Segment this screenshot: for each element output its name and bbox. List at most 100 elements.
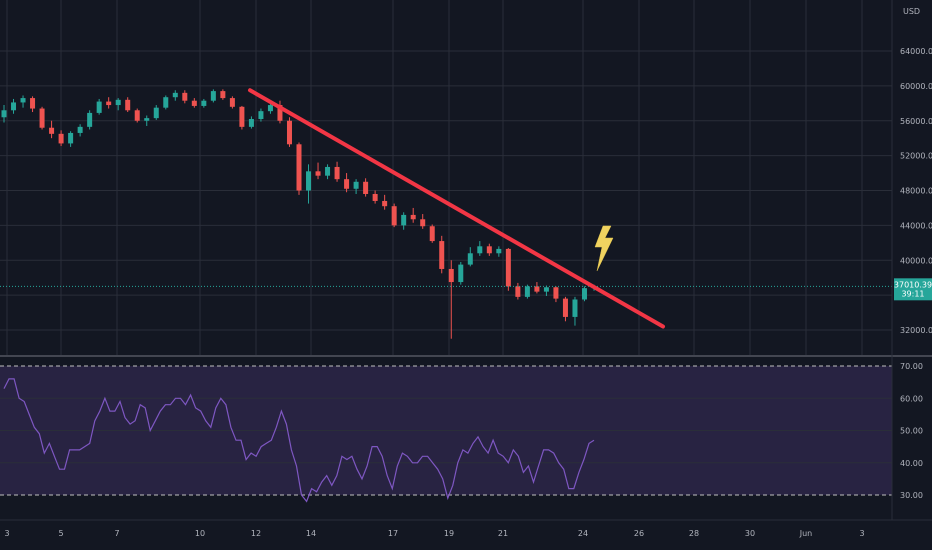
- time-tick-label: 5: [58, 529, 63, 538]
- time-tick-label: 7: [114, 529, 119, 538]
- time-tick-label: 10: [195, 529, 205, 538]
- candle-body: [68, 132, 74, 144]
- candle-body: [201, 100, 207, 106]
- candle-body: [334, 166, 340, 180]
- rsi-tick-label: 70.00: [900, 362, 923, 371]
- rsi-tick-label: 30.00: [900, 491, 923, 500]
- candle-body: [182, 92, 188, 101]
- candle-body: [543, 287, 549, 292]
- candle-body: [524, 286, 530, 297]
- time-tick-label: 26: [634, 529, 644, 538]
- candle-body: [505, 248, 511, 287]
- candle-body: [229, 98, 235, 107]
- candle-body: [115, 99, 121, 106]
- time-tick-label: 21: [498, 529, 508, 538]
- candle-body: [353, 181, 359, 189]
- time-tick-label: 3: [859, 529, 864, 538]
- candle-body: [467, 253, 473, 265]
- price-tick-label: 60000.00: [900, 82, 932, 91]
- candle-body: [39, 108, 45, 128]
- candle-body: [477, 246, 483, 254]
- candle-body: [87, 112, 93, 127]
- candle-body: [410, 214, 416, 220]
- candle-body: [553, 287, 559, 299]
- candle-body: [486, 246, 492, 254]
- candle-body: [458, 264, 464, 283]
- candle-body: [277, 105, 283, 121]
- candle-body: [20, 98, 26, 103]
- candle-body: [581, 288, 587, 300]
- candle-body: [496, 248, 502, 254]
- candle-body: [258, 111, 264, 120]
- candle-body: [372, 193, 378, 201]
- candle-body: [286, 120, 292, 145]
- candle-body: [239, 106, 245, 127]
- current-price-value: 37010.39: [894, 280, 932, 289]
- candle-body: [315, 171, 321, 176]
- candle-body: [401, 214, 407, 226]
- time-tick-label: 3: [4, 529, 9, 538]
- rsi-tick-label: 40.00: [900, 459, 923, 468]
- candle-body: [58, 133, 64, 144]
- candlestick-series: [1, 89, 597, 339]
- candle-body: [96, 101, 102, 113]
- candle-body: [153, 107, 159, 119]
- candle-body: [248, 119, 254, 127]
- candle-body: [382, 200, 388, 207]
- candle-body: [572, 299, 578, 317]
- candle-body: [534, 286, 540, 292]
- candle-body: [325, 166, 331, 176]
- price-pane[interactable]: [0, 0, 892, 352]
- price-tick-label: 32000.00: [900, 326, 932, 335]
- candle-body: [296, 144, 302, 191]
- candle-body: [210, 91, 216, 101]
- candle-body: [267, 105, 273, 112]
- candle-body: [220, 91, 226, 99]
- candle-body: [106, 101, 112, 106]
- price-tick-label: 44000.00: [900, 221, 932, 230]
- time-tick-label: 12: [251, 529, 261, 538]
- countdown-timer: 39:11: [901, 289, 924, 298]
- current-price-tag: 37010.39 39:11: [894, 278, 932, 301]
- time-tick-label: 28: [689, 529, 699, 538]
- candle-body: [344, 179, 350, 189]
- time-tick-label: 14: [306, 529, 316, 538]
- price-scale[interactable]: 32000.0036000.0040000.0044000.0048000.00…: [900, 47, 932, 500]
- rsi-line: [3, 378, 595, 503]
- candle-body: [172, 92, 178, 98]
- time-tick-label: Jun: [799, 529, 813, 538]
- rsi-tick-label: 50.00: [900, 427, 923, 436]
- rsi-tick-label: 60.00: [900, 394, 923, 403]
- rsi-grid: [0, 397, 892, 464]
- candle-body: [134, 110, 140, 121]
- candle-body: [144, 118, 150, 121]
- candle-body: [306, 171, 312, 191]
- candle-body: [448, 268, 454, 283]
- price-tick-label: 48000.00: [900, 187, 932, 196]
- candle-body: [515, 286, 521, 297]
- time-axis[interactable]: 3 5 7 10 12 14 17 19 21 24 26 28 30 Jun 3: [4, 529, 864, 538]
- candle-body: [77, 126, 83, 133]
- time-tick-label: 17: [388, 529, 398, 538]
- price-tick-label: 64000.00: [900, 47, 932, 56]
- time-tick-label: 30: [745, 529, 755, 538]
- candle-body: [429, 226, 435, 242]
- time-tick-label: 19: [444, 529, 454, 538]
- price-tick-label: 40000.00: [900, 256, 932, 265]
- candle-body: [191, 100, 197, 106]
- time-tick-label: 24: [578, 529, 588, 538]
- currency-label: USD: [903, 7, 920, 16]
- price-tick-label: 52000.00: [900, 152, 932, 161]
- candle-body: [1, 110, 7, 118]
- lightning-icon: [594, 225, 614, 272]
- price-tick-label: 56000.00: [900, 117, 932, 126]
- candle-body: [420, 219, 426, 227]
- candle-body: [30, 98, 36, 109]
- downtrend-line[interactable]: [248, 88, 665, 329]
- candle-body: [49, 127, 55, 134]
- candle-body: [163, 97, 169, 108]
- candle-body: [562, 298, 568, 317]
- candle-body: [11, 102, 17, 111]
- candle-body: [125, 99, 131, 111]
